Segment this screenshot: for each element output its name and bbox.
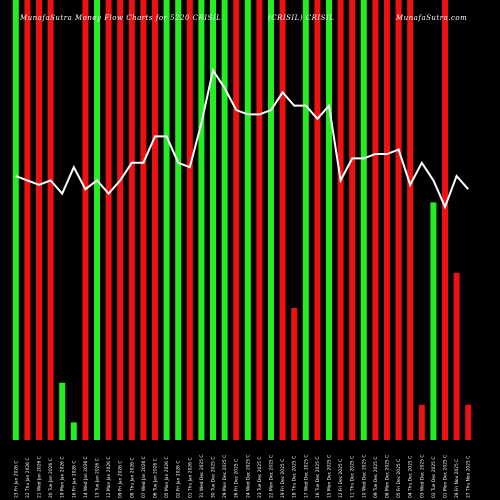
money-flow-bar bbox=[349, 0, 356, 440]
money-flow-bar bbox=[128, 0, 135, 440]
x-tick-label: 16 Fri Jan 2026 C bbox=[71, 461, 77, 498]
x-tick-labels: 23 Fri Jan 2026 C 22 Thu Jan 2026 C 21 Wed… bbox=[13, 455, 471, 498]
chart-title: MunafaSutra Money Flow Charts for 5220 C… bbox=[20, 14, 222, 22]
money-flow-bar bbox=[221, 0, 228, 440]
money-flow-bar bbox=[210, 0, 216, 440]
money-flow-bar bbox=[291, 308, 298, 440]
money-flow-bar bbox=[314, 0, 321, 440]
x-tick-label: 30 Tue Dec 2025 C bbox=[211, 457, 217, 498]
money-flow-bar bbox=[418, 404, 425, 440]
money-flow-bar bbox=[268, 0, 274, 440]
x-tick-label: 05 Mon Jan 2026 C bbox=[164, 457, 170, 498]
x-tick-label: 29 Mon Dec 2025 C bbox=[222, 455, 228, 498]
x-tick-label: 14 Wed Jan 2026 C bbox=[83, 456, 89, 498]
money-flow-bar bbox=[233, 0, 240, 440]
x-tick-label: 22 Thu Jan 2026 C bbox=[25, 458, 31, 498]
money-flow-bar bbox=[94, 0, 100, 440]
money-flow-bar bbox=[430, 202, 437, 440]
money-flow-bar bbox=[12, 0, 19, 440]
chart-symbol-label: (CRISIL) CRISIL bbox=[268, 14, 335, 22]
money-flow-bar bbox=[326, 0, 332, 440]
money-flow-bar bbox=[117, 0, 124, 440]
money-flow-bar bbox=[384, 0, 390, 440]
price-line bbox=[15, 67, 469, 210]
x-tick-label: 11 Thu Dec 2025 C bbox=[350, 456, 356, 498]
x-tick-label: 21 Wed Jan 2026 C bbox=[37, 456, 43, 498]
x-tick-label: 17 Wed Dec 2025 C bbox=[303, 455, 309, 498]
bar-group bbox=[12, 0, 472, 440]
x-tick-label: 20 Tue Jan 2026 C bbox=[48, 458, 54, 498]
x-tick-label: 06 Tue Jan 2026 C bbox=[153, 458, 159, 498]
money-flow-bar bbox=[175, 0, 182, 440]
money-flow-bar bbox=[302, 0, 309, 440]
x-tick-label: 08 Thu Jan 2026 C bbox=[129, 458, 135, 498]
x-tick-label: 19 Mon Jan 2026 C bbox=[60, 457, 66, 498]
x-tick-label: 15 Mon Dec 2025 C bbox=[327, 455, 333, 498]
money-flow-bar bbox=[395, 0, 402, 440]
money-flow-bar bbox=[152, 0, 158, 440]
x-tick-label: 23 Fri Jan 2026 C bbox=[13, 461, 19, 498]
x-tick-label: 07 Wed Jan 2026 C bbox=[141, 456, 147, 498]
money-flow-bar bbox=[36, 0, 42, 440]
x-tick-label: 18 Thu Dec 2025 C bbox=[292, 456, 298, 498]
x-tick-label: 12 Fri Dec 2025 C bbox=[338, 459, 344, 498]
x-tick-label: 26 Fri Dec 2025 C bbox=[234, 459, 240, 498]
x-tick-label: 13 Tue Jan 2026 C bbox=[95, 458, 101, 498]
money-flow-bar bbox=[279, 0, 286, 440]
x-tick-label: 01 Mon Dec 2025 C bbox=[443, 455, 449, 498]
money-flow-bar bbox=[59, 382, 66, 440]
money-flow-bar bbox=[70, 422, 77, 440]
money-flow-bar bbox=[24, 0, 31, 440]
x-tick-label: 09 Tue Dec 2025 C bbox=[373, 457, 379, 498]
x-tick-label: 08 Mon Dec 2025 C bbox=[385, 455, 391, 498]
money-flow-bar bbox=[105, 0, 112, 440]
x-tick-label: 16 Tue Dec 2025 C bbox=[315, 457, 321, 498]
money-flow-bar bbox=[360, 0, 367, 440]
x-tick-label: 02 Tue Dec 2025 C bbox=[431, 457, 437, 498]
x-tick-label: 22 Mon Dec 2025 C bbox=[269, 455, 275, 498]
money-flow-bar bbox=[82, 0, 89, 440]
money-flow-bar bbox=[256, 0, 263, 440]
money-flow-bar bbox=[244, 0, 251, 440]
x-tick-label: 04 Thu Dec 2025 C bbox=[408, 456, 414, 498]
x-tick-label: 12 Mon Jan 2026 C bbox=[106, 457, 112, 498]
money-flow-bar bbox=[453, 272, 460, 440]
x-tick-label: 27 Thu Nov 2025 C bbox=[466, 456, 472, 498]
money-flow-bar bbox=[372, 0, 379, 440]
x-tick-label: 01 Thu Jan 2026 C bbox=[187, 458, 193, 498]
money-flow-bar bbox=[47, 0, 54, 440]
x-tick-label: 28 Fri Nov 2025 C bbox=[454, 459, 460, 498]
money-flow-bar bbox=[337, 0, 344, 440]
x-tick-label: 10 Wed Dec 2025 C bbox=[361, 455, 367, 498]
x-tick-label: 02 Fri Jan 2026 C bbox=[176, 461, 182, 498]
money-flow-bar bbox=[163, 0, 170, 440]
money-flow-bar bbox=[442, 0, 448, 440]
money-flow-bar bbox=[140, 0, 147, 440]
x-tick-label: 24 Wed Dec 2025 C bbox=[245, 455, 251, 498]
x-tick-label: 05 Fri Dec 2025 C bbox=[396, 459, 402, 498]
money-flow-bar bbox=[465, 404, 472, 440]
money-flow-bar bbox=[198, 0, 205, 440]
x-tick-label: 19 Fri Dec 2025 C bbox=[280, 459, 286, 498]
money-flow-bar bbox=[186, 0, 193, 440]
x-tick-label: 31 Wed Dec 2025 C bbox=[199, 455, 205, 498]
x-tick-label: 09 Fri Jan 2026 C bbox=[118, 461, 124, 498]
x-tick-label: 23 Tue Dec 2025 C bbox=[257, 457, 263, 498]
site-name: MunafaSutra.com bbox=[396, 14, 468, 22]
money-flow-bar bbox=[407, 0, 414, 440]
x-tick-label: 03 Wed Dec 2025 C bbox=[419, 455, 425, 498]
